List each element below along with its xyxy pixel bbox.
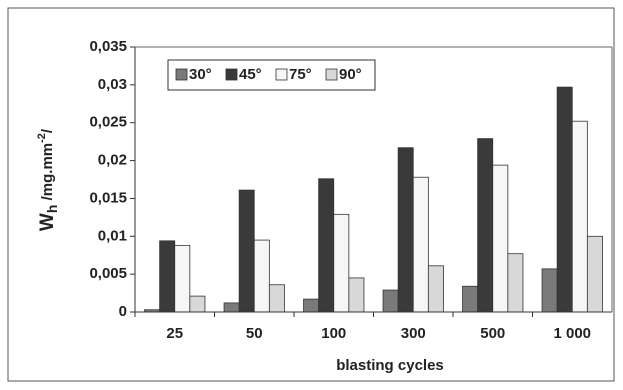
x-tick-label: 100 <box>321 325 346 342</box>
x-tick-label: 500 <box>480 325 505 342</box>
x-tick-label: 1 000 <box>553 325 591 342</box>
bar <box>556 86 573 313</box>
bar <box>238 189 255 313</box>
bar <box>427 265 444 313</box>
y-tick-label: 0,01 <box>98 227 127 244</box>
x-tick-label: 50 <box>246 325 263 342</box>
bar <box>223 302 240 313</box>
y-tick-label: 0,015 <box>89 189 127 206</box>
legend-swatch <box>175 68 188 81</box>
plot-area <box>135 47 612 312</box>
legend-swatch <box>225 68 238 81</box>
y-tick-label: 0,005 <box>89 265 127 282</box>
legend-swatch <box>325 68 338 81</box>
y-tick-label: 0,02 <box>98 152 127 169</box>
bar <box>397 147 414 313</box>
x-axis-label: blasting cycles <box>336 357 444 374</box>
x-tick-label: 25 <box>166 325 183 342</box>
y-tick-label: 0 <box>119 303 127 320</box>
y-tick-label: 0,025 <box>89 114 127 131</box>
legend-label: 45° <box>239 66 262 83</box>
legend-box <box>167 59 376 91</box>
bar <box>492 164 509 313</box>
y-tick-label: 0,03 <box>98 76 127 93</box>
bar <box>253 239 270 313</box>
bar <box>462 285 479 313</box>
legend-label: 75° <box>289 66 312 83</box>
y-label-main: W <box>37 213 58 231</box>
x-tick-label: 300 <box>401 325 426 342</box>
legend-swatch <box>275 68 288 81</box>
legend-label: 90° <box>339 66 362 83</box>
bar <box>333 213 350 313</box>
bar <box>412 176 429 313</box>
bar <box>541 268 558 313</box>
bar <box>586 235 603 313</box>
y-axis-label: Wh /mg.mm-2/ <box>36 128 60 231</box>
y-label-sub: h <box>44 205 60 214</box>
y-label-end: / <box>39 128 56 133</box>
bar <box>174 244 191 313</box>
bar <box>571 120 588 313</box>
y-tick-label: 0,035 <box>89 38 127 55</box>
legend-label: 30° <box>189 66 212 83</box>
y-label-sup: -2 <box>36 133 48 143</box>
bar <box>189 295 206 313</box>
bar <box>507 253 524 313</box>
bar <box>159 240 176 313</box>
bar <box>477 138 494 313</box>
bar <box>268 284 285 313</box>
bar <box>382 289 399 313</box>
bar <box>348 277 365 313</box>
bar <box>318 178 335 313</box>
y-label-unit: /mg.mm <box>39 143 56 205</box>
bar <box>303 298 320 313</box>
